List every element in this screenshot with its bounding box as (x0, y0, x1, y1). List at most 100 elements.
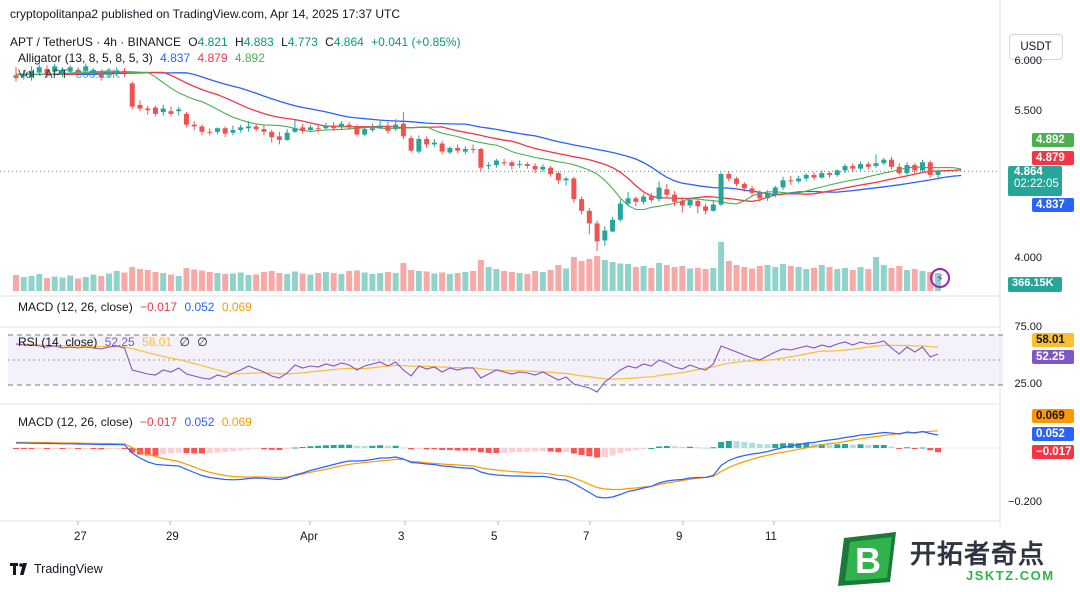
macd-hist-bar (408, 448, 415, 450)
volume-bar (756, 266, 763, 291)
macd-hist-bar (322, 445, 329, 448)
volume-bar (322, 272, 329, 291)
volume-bar (702, 269, 709, 291)
volume-bar (656, 263, 663, 291)
currency-button[interactable]: USDT (1009, 34, 1063, 60)
macd-hist-bar (539, 448, 546, 451)
candle-body (230, 130, 236, 133)
macd-legend-top[interactable]: MACD (12, 26, close) −0.017 0.052 0.069 (18, 300, 256, 314)
macd-hist-bar (547, 448, 554, 452)
macd-hist-bar (741, 442, 748, 448)
candle-body (176, 109, 182, 112)
alligator-legend[interactable]: Alligator (13, 8, 5, 8, 5, 3) 4.837 4.87… (18, 51, 269, 65)
macd-hist-bar (82, 448, 89, 449)
volume-bar (191, 269, 198, 291)
rsi-bottom-level: 25.00 (1014, 378, 1042, 390)
tradingview-footer[interactable]: TradingView (10, 562, 103, 576)
macd-hist-bar (415, 448, 422, 449)
volume-bar (516, 273, 523, 291)
candle-body (439, 143, 445, 152)
volume-legend[interactable]: Vol · APT 366.15K (18, 67, 124, 81)
macd-hist-bar (384, 445, 391, 448)
candle-body (726, 174, 732, 179)
volume-bar (431, 273, 438, 291)
candle-body (137, 104, 143, 109)
candle-body (238, 127, 244, 131)
rsi-pill: 52.25 (1032, 350, 1074, 364)
macd-hist-bar (206, 448, 213, 454)
volume-bar (67, 275, 74, 291)
alligator-teeth-line (16, 71, 962, 203)
symbol-title[interactable]: APT / TetherUS · 4h · BINANCE (10, 35, 181, 49)
candle-body (393, 124, 399, 130)
macd-hist-bar (578, 448, 585, 455)
x-axis-label: 29 (166, 531, 179, 543)
candle-body (788, 180, 794, 182)
volume-bar (687, 268, 694, 291)
watermark-logo-icon: B (838, 532, 896, 586)
volume-bar (857, 267, 864, 291)
candle-body (796, 178, 802, 182)
volume-bar (121, 272, 128, 291)
volume-value: 366.15K (75, 67, 121, 81)
macd-hist-bar (873, 445, 880, 448)
candle-body (571, 178, 577, 200)
candle-body (245, 126, 251, 129)
symbol-legend[interactable]: APT / TetherUS · 4h · BINANCE O4.821 H4.… (10, 35, 469, 49)
candle-body (462, 148, 468, 152)
volume-bar (392, 273, 399, 291)
candle-body (803, 174, 809, 179)
candle-body (703, 206, 709, 211)
macd-hist-bar (532, 448, 539, 452)
macd-hist-bar (59, 448, 66, 449)
candle-body (842, 165, 848, 171)
candle-body (98, 73, 104, 78)
candle-body (610, 219, 616, 232)
macd-hist-bar (935, 448, 941, 453)
macd-hist-bar (880, 445, 887, 448)
volume-bar (129, 267, 136, 291)
macd-hist-bar (687, 446, 694, 448)
candle-body (734, 178, 740, 184)
candle-body (354, 127, 360, 135)
candle-body (741, 183, 747, 189)
rsi-legend[interactable]: RSI (14, close) 52.25 58.01 ∅ ∅ (18, 335, 212, 349)
candle-body (679, 200, 685, 206)
macd-hist-bar (888, 446, 895, 448)
macd-hist-bar (20, 448, 27, 449)
macd-hist-bar (400, 447, 407, 449)
x-axis-label: 9 (676, 531, 683, 543)
macd-hist-bar (625, 448, 632, 451)
price-label: 6.000 (1014, 55, 1042, 67)
publisher-line: cryptopolitanpa2 published on TradingVie… (10, 7, 401, 21)
volume-bar (570, 257, 577, 291)
macd-hist-bar (493, 448, 500, 453)
candle-body (269, 131, 275, 138)
macd-hist-bar (253, 448, 260, 449)
candle-body (602, 230, 608, 241)
lightning-icon[interactable]: ⚡ (930, 268, 950, 288)
macd-legend-bottom[interactable]: MACD (12, 26, close) −0.017 0.052 0.069 (18, 415, 256, 429)
macd-hist-bar (679, 447, 686, 448)
candle-body (377, 125, 383, 129)
macd-hist-bar (849, 444, 856, 448)
volume-bar (222, 274, 229, 291)
candle-body (827, 173, 833, 175)
volume-bar (772, 267, 779, 291)
volume-bar (105, 273, 112, 291)
macd-hist-bar (191, 448, 198, 454)
candle-body (21, 73, 27, 77)
macd-hist-bar (648, 448, 655, 449)
rsi-value: 52.25 (104, 335, 135, 349)
macd-hist-bar (818, 444, 825, 448)
candle-body (873, 163, 879, 166)
macd-hist-bar (260, 448, 267, 450)
volume-bar (299, 273, 306, 291)
macd-hist-bar (353, 445, 360, 448)
candle-body (369, 128, 375, 131)
volume-bar (896, 266, 903, 291)
candle-body (152, 107, 158, 114)
macd-hist-bar (865, 445, 872, 448)
candle-body (470, 148, 476, 150)
